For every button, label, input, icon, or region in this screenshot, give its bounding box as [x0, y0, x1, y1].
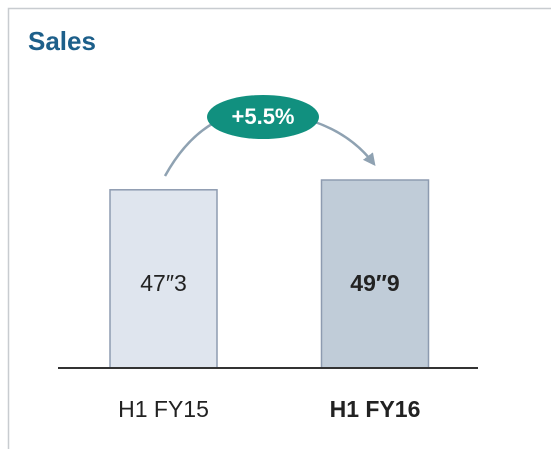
x-tick-label: H1 FY16 [330, 396, 421, 422]
frame [7, 7, 551, 449]
value-label: 49″9 [350, 270, 399, 296]
connector-right [314, 120, 376, 166]
value-label: 47″3 [140, 270, 187, 296]
bar [109, 189, 218, 369]
connector-left [163, 122, 213, 177]
growth-badge [207, 95, 319, 139]
x-tick-label: H1 FY15 [118, 396, 209, 422]
chart-title: Sales [28, 26, 96, 56]
annotation: +5.5% [232, 104, 295, 129]
